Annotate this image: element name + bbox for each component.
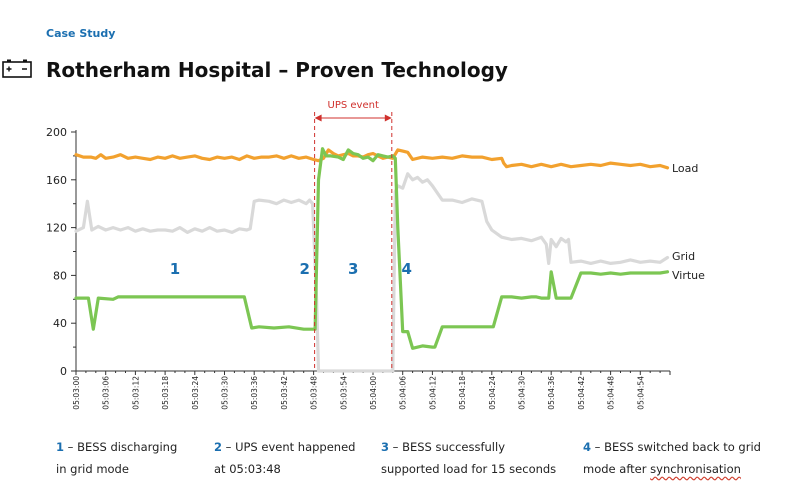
series-label-load: Load (672, 162, 698, 175)
x-tick-label: 05:03:12 (131, 376, 140, 410)
legend-text-line2: supported load for 15 seconds (381, 462, 557, 476)
legend-number: 4 (583, 440, 592, 454)
series-line-virtue (74, 147, 670, 350)
legend-item-4: 4 – BESS switched back to grid mode afte… (583, 436, 761, 480)
legend-number: 3 (381, 440, 390, 454)
x-tick-label: 05:03:54 (339, 376, 348, 410)
x-tick-label: 05:04:00 (369, 376, 378, 410)
y-tick-label: 80 (53, 269, 67, 282)
x-tick-label: 05:04:48 (607, 376, 616, 410)
x-tick-label: 05:04:06 (399, 376, 408, 410)
x-tick-label: 05:03:36 (250, 376, 259, 410)
x-tick-label: 05:04:24 (488, 376, 497, 410)
legend-text-line2: mode after (583, 462, 651, 476)
series-label-grid: Grid (672, 250, 695, 263)
annotation-number: 1 (170, 260, 180, 278)
x-tick-label: 05:03:06 (102, 376, 111, 410)
x-tick-label: 05:03:00 (72, 376, 81, 410)
y-tick-label: 160 (46, 174, 67, 187)
series-line-grid (74, 172, 670, 373)
event-label: UPS event (328, 100, 379, 111)
x-tick-label: 05:04:54 (636, 376, 645, 410)
y-tick-label: 40 (53, 317, 67, 330)
series-line-load (74, 148, 670, 170)
y-tick-label: 200 (46, 126, 67, 139)
annotation-number: 3 (348, 260, 358, 278)
annotation-number: 4 (401, 260, 411, 278)
legend-text-line2: at 05:03:48 (214, 462, 281, 476)
battery-icon (2, 59, 32, 78)
legend-text-line2: in grid mode (56, 462, 129, 476)
annotation-number: 2 (299, 260, 309, 278)
y-tick-label: 0 (60, 365, 67, 378)
x-tick-label: 05:03:24 (191, 376, 200, 410)
x-tick-label: 05:03:18 (161, 376, 170, 410)
legend-number: 2 (214, 440, 223, 454)
x-tick-label: 05:04:36 (547, 376, 556, 410)
legend-item-1: 1 – BESS discharging in grid mode (56, 436, 177, 480)
legend-item-3: 3 – BESS successfully supported load for… (381, 436, 556, 480)
x-tick-label: 05:03:30 (221, 376, 230, 410)
x-tick-label: 05:04:12 (428, 376, 437, 410)
legend-text-underlined: synchronisation (650, 462, 741, 476)
event-arrowhead-left (314, 114, 322, 122)
y-tick-label: 120 (46, 222, 67, 235)
series-label-virtue: Virtue (672, 269, 705, 282)
case-study-kicker: Case Study (46, 27, 116, 40)
legend-text: – BESS successfully (389, 440, 506, 454)
legend-text: – BESS switched back to grid (591, 440, 761, 454)
x-tick-label: 05:04:30 (518, 376, 527, 410)
x-tick-label: 05:03:42 (280, 376, 289, 410)
event-arrowhead-right (384, 114, 392, 122)
x-tick-label: 05:04:42 (577, 376, 586, 410)
legend-item-2: 2 – UPS event happened at 05:03:48 (214, 436, 355, 480)
x-tick-label: 05:04:18 (458, 376, 467, 410)
x-tick-label: 05:03:48 (310, 376, 319, 410)
legend-text: – BESS discharging (64, 440, 178, 454)
page-title: Rotherham Hospital – Proven Technology (46, 58, 508, 82)
legend-text: – UPS event happened (222, 440, 356, 454)
legend-number: 1 (56, 440, 65, 454)
